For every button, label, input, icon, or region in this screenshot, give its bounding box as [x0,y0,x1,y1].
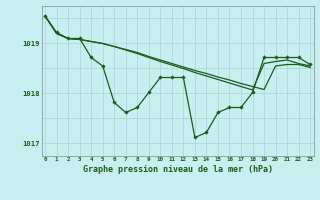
X-axis label: Graphe pression niveau de la mer (hPa): Graphe pression niveau de la mer (hPa) [83,165,273,174]
